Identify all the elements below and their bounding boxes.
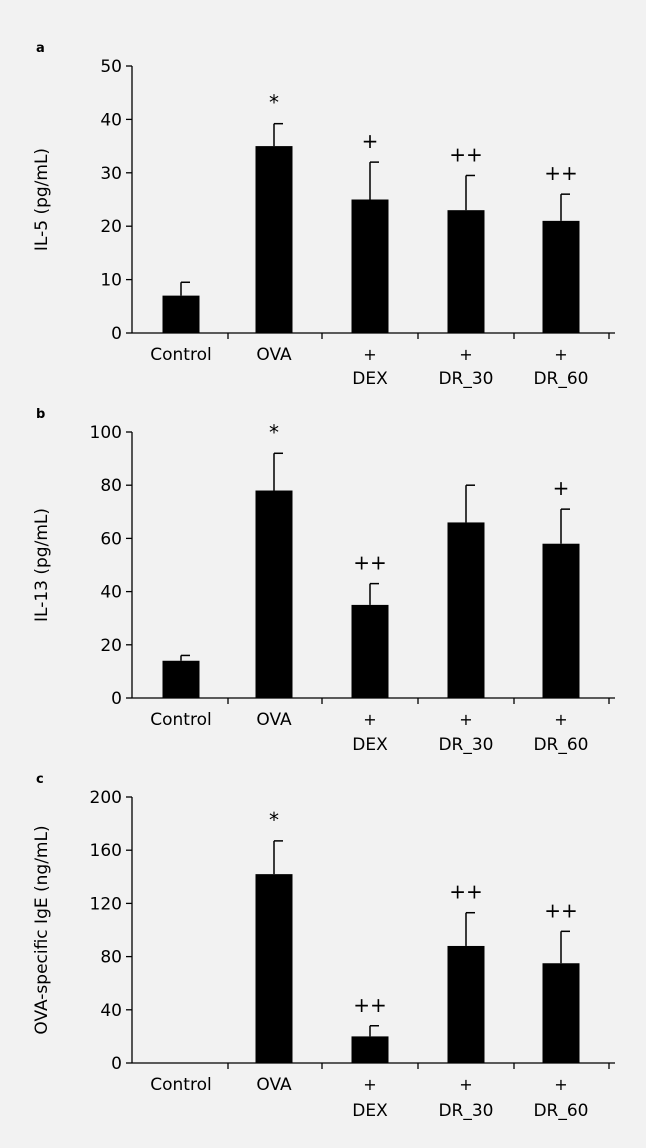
y-tick-label: 0 <box>111 689 122 709</box>
bar <box>351 1036 389 1063</box>
x-tick-label: OVA <box>256 710 292 730</box>
significance-marker: ++ <box>353 993 387 1017</box>
panel-label: c <box>36 772 44 787</box>
y-axis-label: IL-13 (pg/mL) <box>32 508 52 622</box>
x-tick-label-prefix: + <box>363 710 376 729</box>
panel-label: a <box>36 41 45 56</box>
significance-marker: ++ <box>449 142 483 166</box>
y-tick-label: 0 <box>111 1054 122 1074</box>
y-axis-label: IL-5 (pg/mL) <box>32 148 52 251</box>
significance-marker: * <box>269 808 279 832</box>
x-tick-label-prefix: + <box>554 710 567 729</box>
bar <box>255 874 293 1063</box>
chart-panel-b: bIL-13 (pg/mL)020406080100Control*OVA+++… <box>32 407 615 755</box>
y-tick-label: 20 <box>100 217 122 237</box>
y-tick-label: 30 <box>100 164 122 184</box>
x-tick-label: OVA <box>256 345 292 365</box>
x-tick-label-prefix: + <box>554 345 567 364</box>
x-tick-label: DR_60 <box>533 1101 588 1121</box>
y-tick-label: 20 <box>100 636 122 656</box>
x-tick-label: DEX <box>352 369 388 389</box>
x-tick-label-prefix: + <box>459 710 472 729</box>
y-tick-label: 50 <box>100 57 122 77</box>
x-tick-label: DR_30 <box>438 1101 493 1121</box>
bar <box>542 543 580 698</box>
significance-marker: + <box>362 129 379 153</box>
bar <box>447 945 485 1063</box>
bar <box>162 295 200 333</box>
x-tick-label-prefix: + <box>459 345 472 364</box>
significance-marker: ++ <box>544 898 578 922</box>
bar <box>447 522 485 698</box>
x-tick-label: DR_60 <box>533 369 588 389</box>
y-tick-label: 160 <box>90 841 122 861</box>
bar <box>447 210 485 333</box>
significance-marker: ++ <box>449 880 483 904</box>
chart-panel-a: aIL-5 (pg/mL)01020304050Control*OVA++DEX… <box>32 41 615 389</box>
x-tick-label: DEX <box>352 1101 388 1121</box>
y-tick-label: 120 <box>90 894 122 914</box>
significance-marker: * <box>269 91 279 115</box>
x-tick-label: Control <box>150 1075 211 1095</box>
x-tick-label-prefix: + <box>459 1075 472 1094</box>
significance-marker: + <box>553 476 570 500</box>
y-tick-label: 200 <box>90 788 122 808</box>
x-tick-label: DEX <box>352 735 388 755</box>
y-axis-label: OVA-specific IgE (ng/mL) <box>32 825 52 1034</box>
x-tick-label-prefix: + <box>554 1075 567 1094</box>
x-tick-label: OVA <box>256 1075 292 1095</box>
x-tick-label: Control <box>150 710 211 730</box>
x-tick-label: Control <box>150 345 211 365</box>
bar <box>255 490 293 698</box>
y-tick-label: 40 <box>100 110 122 130</box>
y-tick-label: 40 <box>100 1001 122 1021</box>
bar <box>542 963 580 1063</box>
bar <box>542 220 580 333</box>
bar <box>255 146 293 333</box>
y-tick-label: 40 <box>100 583 122 603</box>
bar <box>351 604 389 698</box>
significance-marker: * <box>269 420 279 444</box>
y-tick-label: 80 <box>100 948 122 968</box>
x-tick-label: DR_60 <box>533 735 588 755</box>
bar <box>162 660 200 698</box>
y-tick-label: 100 <box>90 423 122 443</box>
chart-panel-c: c OVA-specific IgE (ng/mL) 0 40 80 120 160 200 C… <box>32 772 615 1121</box>
y-tick-label: 10 <box>100 271 122 291</box>
x-tick-label-prefix: + <box>363 345 376 364</box>
bar <box>351 199 389 333</box>
y-tick-label: 0 <box>111 324 122 344</box>
panel-label: b <box>36 407 45 422</box>
significance-marker: ++ <box>544 161 578 185</box>
x-tick-label: DR_30 <box>438 735 493 755</box>
x-tick-label-prefix: + <box>363 1075 376 1094</box>
y-tick-label: 80 <box>100 476 122 496</box>
significance-marker: ++ <box>353 551 387 575</box>
y-tick-label: 60 <box>100 529 122 549</box>
x-tick-label: DR_30 <box>438 369 493 389</box>
